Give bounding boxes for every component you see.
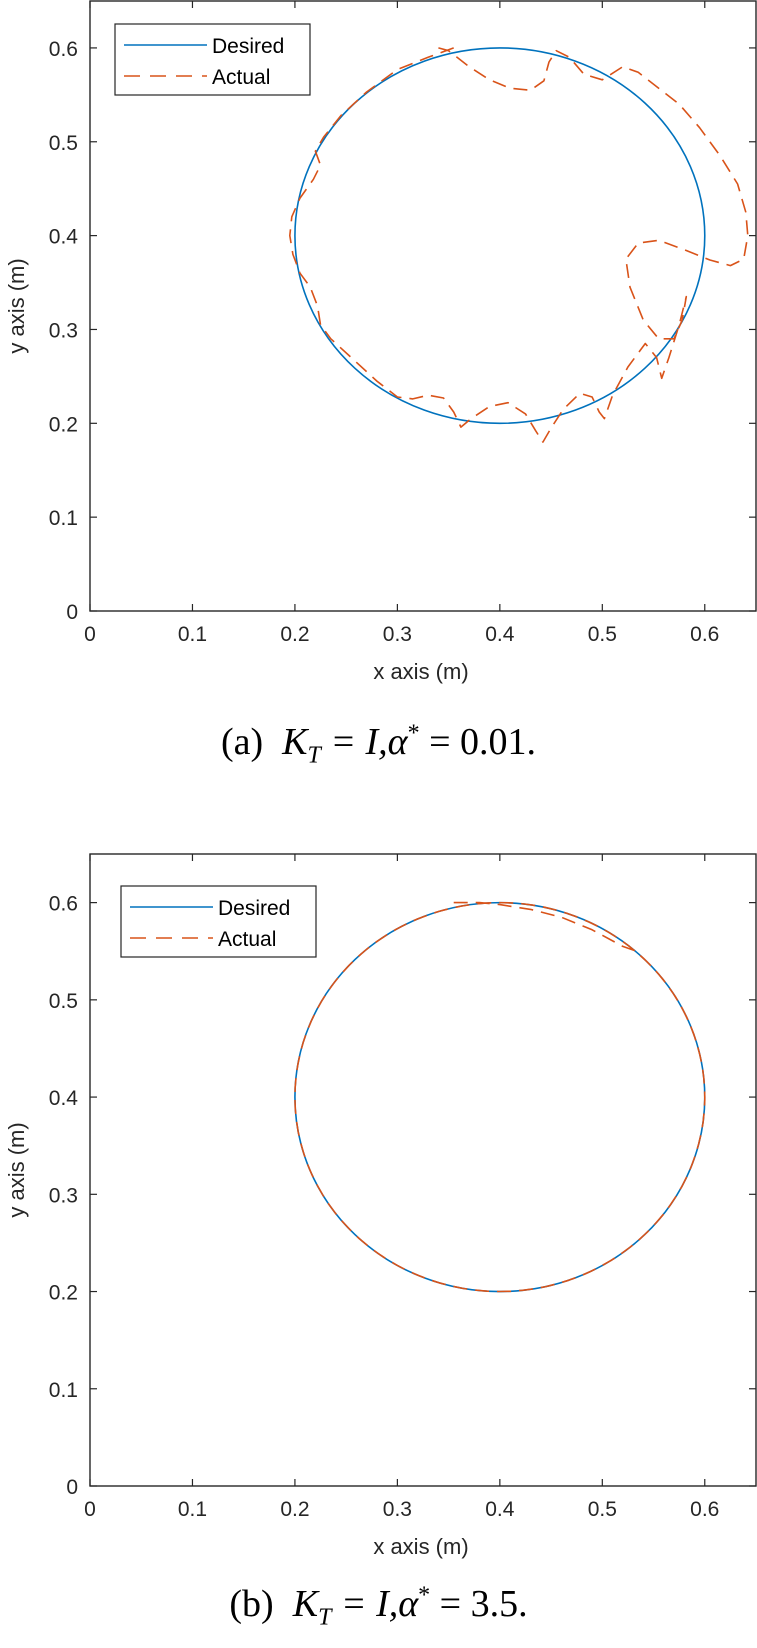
- legend-label-desired: Desired: [218, 897, 290, 920]
- y-tick-label: 0.4: [49, 226, 79, 249]
- legend: Desired Actual: [120, 885, 317, 958]
- legend-label-desired: Desired: [212, 35, 284, 58]
- legend-label-actual: Actual: [218, 928, 276, 951]
- series-actual: [289, 47, 749, 443]
- caption-a-label: (a): [220, 721, 264, 763]
- x-axis-label: x axis (m): [373, 1534, 468, 1559]
- x-tick-label: 0.6: [690, 623, 719, 646]
- y-tick-label: 0.1: [49, 507, 78, 530]
- series-group: [289, 47, 749, 443]
- x-tick-label: 0.2: [280, 623, 309, 646]
- caption-b-alpha: α: [398, 1583, 419, 1625]
- x-tick-label: 0.3: [383, 1498, 412, 1521]
- caption-a-gain: K: [282, 721, 308, 763]
- caption-b-star: *: [418, 1582, 431, 1609]
- x-tick-label: 0: [84, 1498, 96, 1521]
- caption-b-eq: = I,: [331, 1583, 399, 1625]
- x-tick-label: 0.6: [690, 1498, 719, 1521]
- caption-a-gain-sub: T: [307, 742, 321, 769]
- x-tick-label: 0.1: [178, 1498, 207, 1521]
- x-tick-label: 0.1: [178, 623, 207, 646]
- x-tick-label: 0.3: [383, 623, 412, 646]
- legend-box: [114, 23, 311, 96]
- caption-a-value: = 0.01.: [419, 721, 537, 763]
- y-tick-label: 0.5: [49, 990, 78, 1013]
- y-tick-label: 0.1: [49, 1379, 78, 1402]
- y-tick-label: 0.3: [49, 1184, 78, 1207]
- caption-b: (b) KT = I,α* = 3.5.: [0, 1582, 757, 1632]
- x-tick-label: 0.4: [485, 1498, 515, 1521]
- figure-a: 0 0.1 0.2 0.3 0.4 0.5 0.6 0 0.1 0.2 0.3 0.4 0.5 0.6 x …: [0, 0, 757, 790]
- caption-a-star: *: [407, 720, 420, 747]
- y-tick-label: 0.4: [49, 1087, 79, 1110]
- series-desired: [294, 47, 706, 425]
- y-tick-label: 0: [66, 601, 78, 624]
- y-axis-label: y axis (m): [4, 1122, 29, 1217]
- legend-label-actual: Actual: [212, 66, 270, 89]
- series-actual: [294, 901, 706, 1293]
- legend-box: [120, 885, 317, 958]
- caption-a-eq: = I,: [320, 721, 388, 763]
- y-tick-label: 0: [66, 1476, 78, 1499]
- axes: 0 0.1 0.2 0.3 0.4 0.5 0.6 0 0.1 0.2 0.3 0.4 0.5 0.6 x …: [4, 0, 757, 684]
- chart-a-plot: 0 0.1 0.2 0.3 0.4 0.5 0.6 0 0.1 0.2 0.3 0.4 0.5 0.6 x …: [4, 0, 757, 684]
- y-tick-label: 0.2: [49, 1282, 78, 1305]
- caption-a-alpha: α: [387, 721, 408, 763]
- x-axis-label: x axis (m): [373, 659, 468, 684]
- y-tick-label: 0.3: [49, 319, 78, 342]
- chart-b-plot: 0 0.1 0.2 0.3 0.4 0.5 0.6 0 0.1 0.2 0.3 0.4 0.5 0.6 x …: [4, 853, 757, 1559]
- y-tick-label: 0.2: [49, 413, 78, 436]
- x-tick-label: 0.2: [280, 1498, 309, 1521]
- x-tick-label: 0: [84, 623, 96, 646]
- legend: Desired Actual: [114, 23, 311, 96]
- y-tick-label: 0.6: [49, 893, 78, 916]
- y-tick-label: 0.5: [49, 132, 78, 155]
- x-tick-label: 0.4: [485, 623, 515, 646]
- caption-b-value: = 3.5.: [430, 1583, 528, 1625]
- series-group: [294, 901, 706, 1293]
- caption-b-gain: K: [292, 1583, 319, 1625]
- x-tick-label: 0.5: [588, 1498, 617, 1521]
- y-tick-label: 0.6: [49, 38, 78, 61]
- x-tick-label: 0.5: [588, 623, 617, 646]
- y-axis-label: y axis (m): [4, 258, 29, 353]
- caption-b-label: (b): [229, 1583, 274, 1625]
- caption-b-gain-sub: T: [318, 1604, 332, 1631]
- caption-a: (a) KT = I,α* = 0.01.: [0, 720, 757, 770]
- figure-b: 0 0.1 0.2 0.3 0.4 0.5 0.6 0 0.1 0.2 0.3 0.4 0.5 0.6 x …: [0, 840, 757, 1648]
- axes: 0 0.1 0.2 0.3 0.4 0.5 0.6 0 0.1 0.2 0.3 0.4 0.5 0.6 x …: [4, 853, 757, 1559]
